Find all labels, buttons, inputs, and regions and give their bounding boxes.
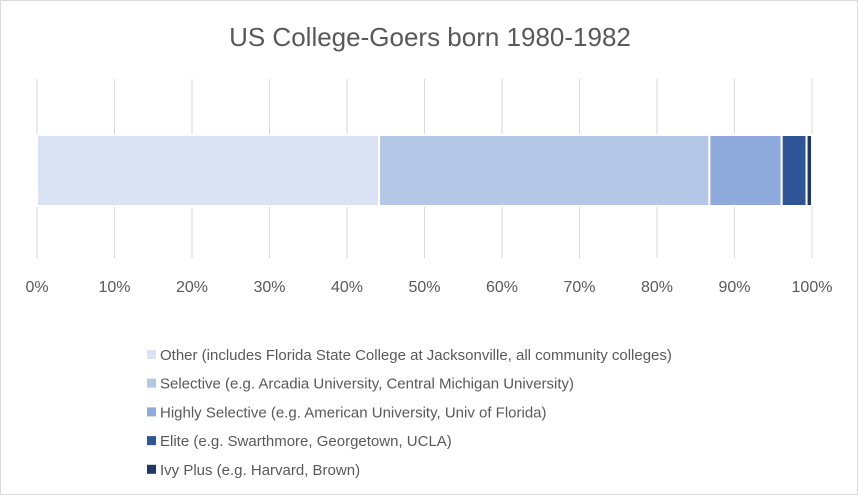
legend-label: Ivy Plus (e.g. Harvard, Brown): [160, 462, 360, 479]
legend-swatch: [147, 350, 156, 359]
legend: Other (includes Florida State College at…: [147, 347, 672, 479]
legend-label: Other (includes Florida State College at…: [160, 347, 672, 364]
legend-label: Selective (e.g. Arcadia University, Cent…: [160, 376, 574, 393]
x-tick-label: 90%: [718, 279, 750, 296]
x-tick-label: 100%: [792, 279, 833, 296]
legend-label: Elite (e.g. Swarthmore, Georgetown, UCLA…: [160, 433, 452, 450]
x-tick-label: 70%: [563, 279, 595, 296]
x-tick-label: 0%: [25, 279, 48, 296]
legend-swatch: [147, 378, 156, 388]
bar-segment: [36, 134, 381, 207]
x-tick-label: 40%: [331, 279, 363, 296]
legend-label: Highly Selective (e.g. American Universi…: [160, 404, 547, 421]
x-tick-label: 10%: [98, 279, 130, 296]
bar-segment: [780, 134, 808, 207]
bar-segment: [805, 134, 813, 207]
chart-title: US College-Goers born 1980-1982: [229, 22, 631, 52]
legend-swatch: [147, 407, 156, 417]
bar-segment: [708, 134, 783, 207]
x-tick-label: 30%: [253, 279, 285, 296]
x-tick-label: 60%: [486, 279, 518, 296]
x-tick-label: 20%: [176, 279, 208, 296]
legend-swatch: [147, 464, 156, 474]
bar-segment: [378, 134, 711, 207]
stacked-bar: [36, 134, 813, 207]
legend-swatch: [147, 436, 156, 446]
x-tick-label: 50%: [408, 279, 440, 296]
x-axis-ticks: 0% 10% 20% 30% 40% 50% 60% 70% 80% 90% 100%: [25, 279, 832, 296]
x-tick-label: 80%: [641, 279, 673, 296]
